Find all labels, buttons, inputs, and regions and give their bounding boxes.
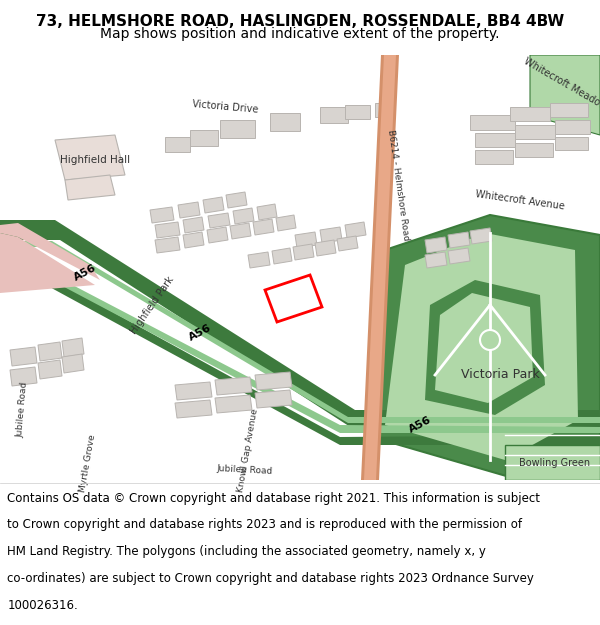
Polygon shape: [183, 232, 204, 248]
Polygon shape: [375, 103, 395, 117]
Polygon shape: [190, 130, 218, 146]
Text: Highfield Hall: Highfield Hall: [60, 155, 130, 165]
Polygon shape: [315, 240, 336, 256]
Polygon shape: [257, 204, 277, 220]
Text: Jubilee Road: Jubilee Road: [217, 464, 273, 476]
Polygon shape: [475, 150, 513, 164]
Text: Highfield Park: Highfield Park: [128, 274, 176, 336]
Polygon shape: [361, 55, 399, 480]
Polygon shape: [555, 120, 590, 134]
Polygon shape: [448, 232, 470, 248]
Text: A56: A56: [187, 323, 213, 343]
Polygon shape: [253, 219, 274, 235]
Polygon shape: [178, 202, 200, 218]
Text: 100026316.: 100026316.: [7, 599, 78, 612]
Polygon shape: [365, 215, 600, 480]
Polygon shape: [175, 400, 212, 418]
Polygon shape: [248, 252, 270, 268]
Polygon shape: [255, 390, 292, 408]
Polygon shape: [425, 280, 545, 415]
Polygon shape: [515, 125, 555, 139]
Polygon shape: [276, 215, 296, 231]
Polygon shape: [203, 197, 224, 213]
Polygon shape: [510, 107, 550, 121]
Polygon shape: [0, 223, 100, 280]
Text: A56: A56: [407, 415, 433, 435]
Text: Whitecroft Avenue: Whitecroft Avenue: [475, 189, 565, 211]
Polygon shape: [320, 107, 348, 123]
Polygon shape: [165, 137, 190, 152]
Polygon shape: [265, 275, 322, 322]
Polygon shape: [0, 250, 600, 445]
Text: Whitecroft Meadows: Whitecroft Meadows: [523, 56, 600, 114]
Polygon shape: [175, 382, 212, 400]
Text: to Crown copyright and database rights 2023 and is reproduced with the permissio: to Crown copyright and database rights 2…: [7, 518, 522, 531]
Polygon shape: [555, 137, 588, 150]
Text: 73, HELMSHORE ROAD, HASLINGDEN, ROSSENDALE, BB4 4BW: 73, HELMSHORE ROAD, HASLINGDEN, ROSSENDA…: [36, 14, 564, 29]
Polygon shape: [0, 247, 600, 433]
Polygon shape: [320, 227, 342, 243]
Polygon shape: [10, 347, 37, 366]
Polygon shape: [270, 113, 300, 131]
Polygon shape: [272, 248, 292, 264]
Polygon shape: [530, 55, 600, 135]
Polygon shape: [470, 115, 515, 130]
Polygon shape: [215, 377, 252, 395]
Polygon shape: [155, 237, 180, 253]
Polygon shape: [425, 252, 447, 268]
Polygon shape: [230, 223, 251, 239]
Polygon shape: [0, 220, 600, 430]
Polygon shape: [0, 233, 95, 293]
Polygon shape: [38, 342, 62, 361]
Polygon shape: [207, 227, 228, 243]
Polygon shape: [345, 105, 370, 119]
Polygon shape: [255, 372, 292, 390]
Text: Jubilee Road: Jubilee Road: [15, 382, 29, 438]
Polygon shape: [515, 143, 553, 157]
Polygon shape: [425, 237, 447, 253]
Polygon shape: [505, 445, 600, 480]
Polygon shape: [215, 395, 252, 413]
Polygon shape: [10, 367, 37, 386]
Polygon shape: [65, 175, 115, 200]
Polygon shape: [183, 217, 204, 233]
Text: HM Land Registry. The polygons (including the associated geometry, namely x, y: HM Land Registry. The polygons (includin…: [7, 545, 486, 558]
Polygon shape: [62, 338, 84, 357]
Polygon shape: [208, 213, 230, 228]
Polygon shape: [0, 241, 600, 423]
Polygon shape: [550, 103, 588, 117]
Polygon shape: [364, 55, 396, 480]
Text: A56: A56: [72, 263, 98, 283]
Text: B6214 - Helmshore Road: B6214 - Helmshore Road: [386, 129, 410, 241]
Polygon shape: [62, 354, 84, 373]
Circle shape: [480, 330, 500, 350]
Polygon shape: [38, 360, 62, 379]
Polygon shape: [226, 192, 247, 208]
Polygon shape: [220, 120, 255, 138]
Polygon shape: [337, 236, 358, 251]
Text: Map shows position and indicative extent of the property.: Map shows position and indicative extent…: [100, 28, 500, 41]
Polygon shape: [448, 248, 470, 264]
Polygon shape: [293, 244, 314, 260]
Polygon shape: [470, 228, 492, 244]
Text: Victoria Park: Victoria Park: [461, 369, 539, 381]
Text: Bowling Green: Bowling Green: [520, 458, 590, 468]
Text: Knowl Gap Avenue: Knowl Gap Avenue: [236, 408, 260, 492]
Polygon shape: [155, 222, 180, 238]
Polygon shape: [150, 207, 174, 223]
Polygon shape: [55, 135, 125, 180]
Text: Contains OS data © Crown copyright and database right 2021. This information is : Contains OS data © Crown copyright and d…: [7, 492, 540, 504]
Polygon shape: [475, 133, 515, 147]
Polygon shape: [295, 232, 317, 248]
Text: co-ordinates) are subject to Crown copyright and database rights 2023 Ordnance S: co-ordinates) are subject to Crown copyr…: [7, 572, 534, 585]
Polygon shape: [435, 293, 533, 403]
Polygon shape: [345, 222, 366, 238]
Polygon shape: [233, 208, 254, 224]
Text: Victoria Drive: Victoria Drive: [191, 99, 259, 115]
Polygon shape: [385, 233, 578, 460]
Text: Myrtle Grove: Myrtle Grove: [79, 433, 98, 492]
